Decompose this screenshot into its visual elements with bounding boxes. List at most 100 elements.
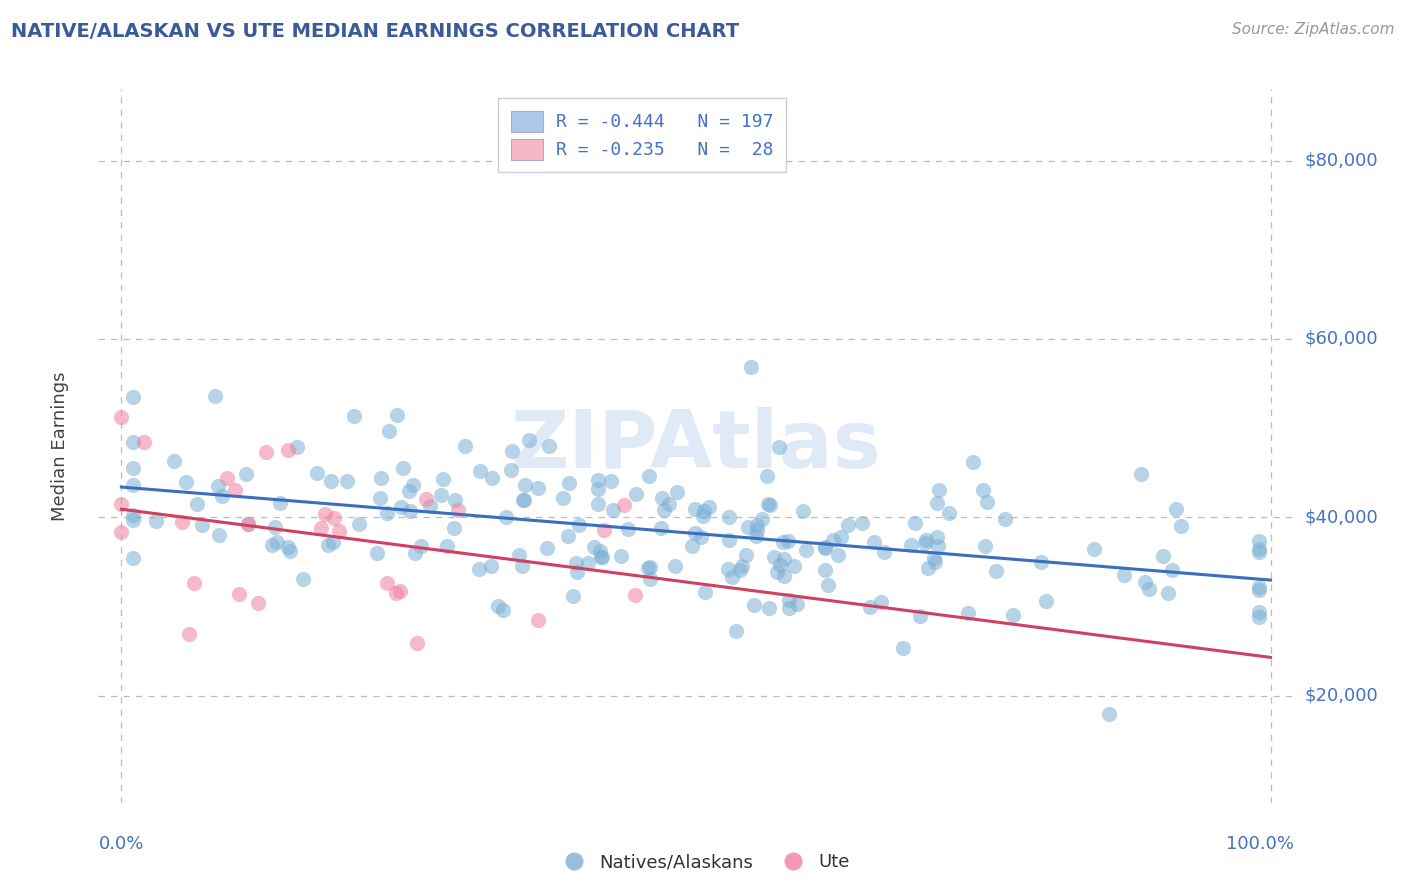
Point	[870, 595, 893, 609]
Point	[370, 471, 392, 485]
Point	[254, 445, 277, 459]
Point	[731, 559, 754, 574]
Point	[266, 534, 288, 549]
Point	[984, 564, 1007, 578]
Point	[591, 549, 613, 564]
Text: $20,000: $20,000	[1305, 687, 1378, 705]
Point	[204, 389, 226, 403]
Point	[179, 627, 201, 641]
Point	[851, 516, 873, 530]
Point	[837, 518, 859, 533]
Point	[664, 559, 686, 574]
Point	[1129, 467, 1152, 481]
Point	[174, 475, 197, 490]
Point	[751, 512, 773, 526]
Point	[745, 518, 768, 533]
Point	[756, 468, 779, 483]
Point	[994, 512, 1017, 526]
Point	[526, 481, 548, 495]
Point	[917, 561, 939, 575]
Point	[183, 576, 205, 591]
Point	[827, 548, 849, 562]
Text: 0.0%: 0.0%	[98, 835, 143, 853]
Point	[122, 513, 145, 527]
Point	[745, 524, 768, 538]
Point	[602, 503, 624, 517]
Point	[693, 504, 716, 518]
Point	[122, 508, 145, 522]
Point	[927, 496, 949, 510]
Point	[328, 524, 350, 539]
Point	[191, 518, 214, 533]
Point	[321, 474, 343, 488]
Point	[904, 516, 927, 530]
Point	[322, 534, 344, 549]
Point	[763, 549, 786, 564]
Point	[481, 471, 503, 485]
Legend: Natives/Alaskans, Ute: Natives/Alaskans, Ute	[548, 847, 858, 879]
Point	[973, 539, 995, 553]
Point	[510, 558, 533, 573]
Point	[717, 562, 740, 576]
Point	[444, 493, 467, 508]
Text: Median Earnings: Median Earnings	[51, 371, 69, 521]
Point	[956, 607, 979, 621]
Point	[1029, 555, 1052, 569]
Point	[309, 521, 332, 535]
Point	[786, 597, 808, 611]
Point	[681, 539, 703, 553]
Point	[745, 529, 768, 543]
Point	[264, 520, 287, 534]
Point	[236, 516, 259, 531]
Point	[235, 467, 257, 481]
Point	[759, 498, 782, 512]
Point	[863, 535, 886, 549]
Point	[172, 515, 194, 529]
Point	[122, 435, 145, 450]
Point	[817, 578, 839, 592]
Point	[756, 497, 779, 511]
Point	[683, 526, 706, 541]
Point	[1098, 707, 1121, 722]
Point	[517, 433, 540, 447]
Point	[238, 517, 260, 532]
Point	[486, 599, 509, 613]
Point	[735, 548, 758, 562]
Point	[110, 496, 132, 510]
Point	[725, 624, 748, 639]
Point	[527, 613, 550, 627]
Point	[617, 522, 640, 536]
Point	[278, 543, 301, 558]
Point	[538, 439, 561, 453]
Point	[772, 535, 794, 549]
Point	[1247, 541, 1270, 556]
Point	[1160, 563, 1182, 577]
Point	[915, 533, 938, 547]
Point	[207, 528, 229, 542]
Point	[637, 561, 659, 575]
Point	[891, 641, 914, 656]
Point	[399, 503, 422, 517]
Point	[419, 500, 441, 514]
Point	[443, 521, 465, 535]
Point	[336, 474, 359, 488]
Point	[610, 549, 633, 564]
Point	[586, 474, 609, 488]
Point	[728, 562, 751, 576]
Point	[513, 493, 536, 508]
Point	[1247, 582, 1270, 597]
Point	[814, 541, 837, 555]
Point	[651, 491, 673, 505]
Point	[145, 514, 167, 528]
Point	[436, 539, 458, 553]
Point	[479, 559, 502, 574]
Point	[814, 563, 837, 577]
Point	[721, 569, 744, 583]
Point	[468, 562, 491, 576]
Point	[404, 545, 426, 559]
Point	[624, 487, 647, 501]
Point	[568, 517, 591, 532]
Point	[666, 485, 689, 500]
Point	[697, 500, 720, 514]
Point	[772, 551, 794, 566]
